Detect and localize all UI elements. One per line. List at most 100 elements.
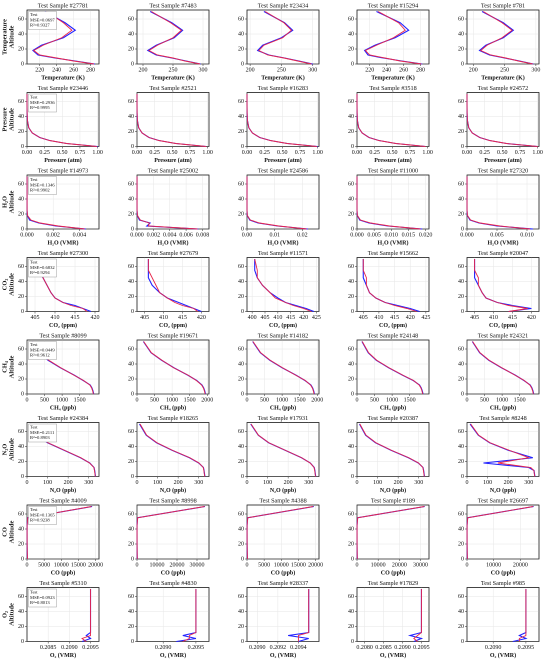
x-tick-label: 420 (406, 315, 415, 321)
y-tick-label: 20 (238, 211, 244, 217)
annotation-text: MSE=0.1365 (30, 512, 55, 517)
annotation-text: Test (30, 12, 38, 17)
y-tick-label: 20 (348, 294, 354, 300)
y-tick-label: 0 (241, 556, 244, 562)
x-tick-label: 0.00 (462, 150, 473, 156)
chart-title: Test Sample #24384 (38, 415, 88, 422)
x-axis-label: N₂O (ppb) (270, 487, 296, 494)
y-tick-label: 40 (128, 444, 134, 450)
y-tick-label: 20 (18, 624, 24, 630)
annotation-text: R²=0.9902 (30, 188, 50, 193)
x-tick-label: 0 (356, 480, 359, 486)
y-tick-label: 20 (128, 129, 134, 135)
x-tick-label: 0 (356, 397, 359, 403)
x-tick-label: 415 (508, 315, 517, 321)
y-tick-label: 60 (348, 99, 354, 105)
y-tick-label: 60 (128, 346, 134, 352)
x-tick-label: 300 (84, 480, 93, 486)
y-tick-label: 0 (131, 61, 134, 67)
annotation-text: MSE=0.6832 (30, 265, 55, 270)
y-tick-label: 0 (241, 226, 244, 232)
plot-area (136, 174, 210, 230)
plot-area (246, 257, 320, 312)
x-tick-label: 410 (51, 315, 60, 321)
annotation-text: Test (30, 260, 38, 265)
y-tick-label: 20 (238, 376, 244, 382)
x-tick-label: 100 (373, 480, 382, 486)
x-tick-label: 20000 (308, 562, 323, 568)
profile-line (364, 11, 422, 65)
x-axis-label: H₂O (VMR) (488, 239, 519, 246)
y-tick-label: 60 (348, 181, 354, 187)
x-tick-label: 0.000 (460, 232, 474, 238)
x-tick-label: 220 (35, 67, 44, 73)
chart-title: Test Sample #14182 (258, 332, 308, 339)
x-tick-label: 0.2095 (413, 645, 430, 651)
x-tick-label: 100 (43, 480, 52, 486)
y-axis-label: CO₂ (1, 279, 8, 291)
x-tick-label: 30000 (413, 562, 428, 568)
y-tick-label: 60 (458, 181, 464, 187)
y-tick-label: 60 (238, 429, 244, 435)
x-axis-label: Pressure (atm) (264, 157, 302, 164)
x-tick-label: 0.50 (497, 150, 508, 156)
chart-title: Test Sample #23434 (258, 2, 308, 9)
x-axis-label: CO₂ (ppm) (269, 322, 297, 329)
y-tick-label: 40 (18, 609, 24, 615)
y-tick-label: 60 (18, 346, 24, 352)
x-tick-label: 1000 (166, 397, 178, 403)
x-tick-label: 300 (414, 480, 423, 486)
x-tick-label: 0.00 (242, 232, 253, 238)
y-tick-label: 40 (128, 279, 134, 285)
y-axis-label: CH₄ (1, 361, 8, 373)
y-tick-label: 0 (131, 309, 134, 315)
x-tick-label: 1500 (404, 397, 416, 403)
y-tick-label: 20 (458, 624, 464, 630)
plot-frame (136, 9, 210, 65)
y-tick-label: 40 (238, 196, 244, 202)
x-tick-label: 500 (370, 397, 379, 403)
x-axis-label: O₂ (VMR) (490, 652, 516, 659)
profile-line (148, 11, 201, 65)
y-tick-label: 0 (461, 309, 464, 315)
x-tick-label: 20000 (88, 562, 103, 568)
plot-area (466, 422, 540, 477)
x-tick-label: 300 (308, 67, 317, 73)
x-tick-label: 0.008 (196, 232, 210, 238)
y-tick-label: 20 (128, 294, 134, 300)
y-tick-label: 20 (238, 541, 244, 547)
profile-line (362, 259, 417, 312)
x-axis-label: O₂ (VMR) (270, 652, 296, 659)
x-tick-label: 0 (26, 480, 29, 486)
x-tick-label: 0.00 (22, 150, 33, 156)
y-tick-label: 0 (461, 639, 464, 645)
x-tick-label: 410 (489, 315, 498, 321)
profile-line (466, 506, 534, 560)
y-tick-label: 0 (351, 474, 354, 480)
profile-line (254, 259, 315, 313)
y-tick-label: 40 (128, 196, 134, 202)
profile-line (81, 589, 91, 642)
x-tick-label: 0.75 (295, 150, 306, 156)
chart-title: Test Sample #27300 (38, 250, 88, 257)
x-tick-label: 425 (312, 315, 321, 321)
annotation-text: MSE=0.1346 (30, 182, 55, 187)
x-tick-label: 30000 (190, 562, 205, 568)
x-tick-label: 410 (273, 315, 282, 321)
x-tick-label: 0.2085 (40, 645, 57, 651)
y-tick-label: 40 (18, 196, 24, 202)
plot-frame (26, 9, 100, 65)
plot-frame (246, 339, 320, 395)
chart-title: Test Sample #15294 (368, 2, 418, 9)
plot-area (356, 339, 430, 395)
x-tick-label: 300 (524, 480, 533, 486)
x-tick-label: 425 (421, 315, 430, 321)
y-tick-label: 0 (21, 144, 24, 150)
x-axis-label: N₂O (ppb) (380, 487, 406, 494)
annotation-text: MSE=0.2111 (30, 430, 55, 435)
x-tick-label: 0 (246, 397, 249, 403)
annotation-box (28, 506, 57, 525)
x-axis-label: CH₄ (ppb) (50, 404, 76, 411)
x-axis-label: H₂O (VMR) (158, 239, 189, 246)
x-tick-label: 5000 (258, 562, 270, 568)
